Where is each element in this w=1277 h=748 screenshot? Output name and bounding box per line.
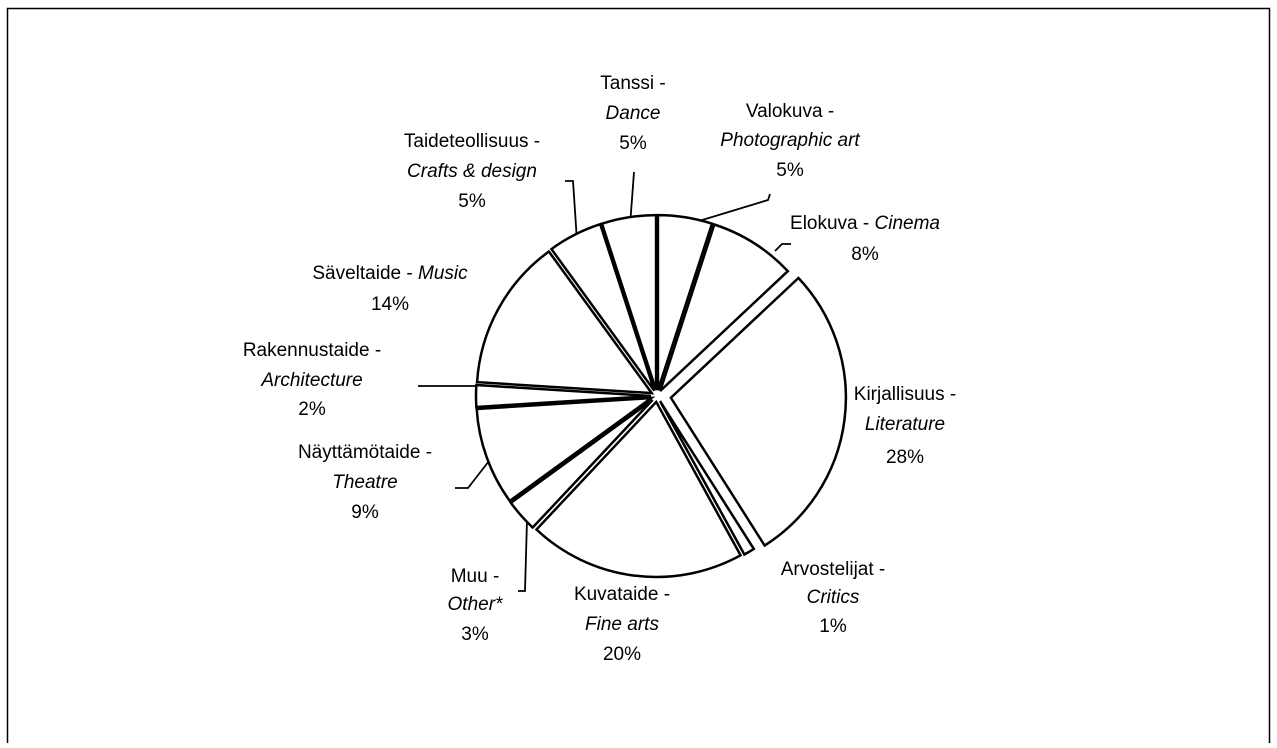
pie-slice	[658, 400, 756, 557]
label-native: Rakennustaide -	[243, 340, 381, 361]
frame	[6, 7, 1271, 748]
leader-line	[688, 193, 771, 225]
label-english: Other*	[448, 594, 504, 615]
leader-line	[774, 243, 791, 252]
value-label: 3%	[461, 624, 489, 645]
slice-label: Säveltaide - Music	[312, 263, 468, 284]
slice-label: Elokuva - Cinema	[790, 213, 940, 234]
label-english: Fine arts	[585, 614, 659, 635]
label-english: Dance	[606, 103, 661, 124]
pie-slice	[475, 249, 655, 395]
label-english: Architecture	[260, 370, 362, 391]
label-native: Kuvataide -	[574, 584, 670, 605]
label-english: Literature	[865, 414, 945, 435]
value-label: 5%	[776, 160, 804, 181]
pie-slice	[600, 213, 658, 391]
pie-slice	[659, 222, 790, 392]
pie-slice	[475, 396, 656, 503]
value-label: 5%	[619, 133, 647, 154]
label-native: Muu -	[451, 566, 500, 587]
label-native: Näyttämötaide -	[298, 442, 432, 463]
label-english: Critics	[807, 587, 860, 608]
pie-slice	[534, 399, 743, 579]
value-label: 5%	[458, 191, 486, 212]
pie-slice	[509, 398, 654, 530]
value-label: 14%	[371, 294, 409, 315]
leader-line	[565, 180, 578, 242]
pie-slice	[656, 213, 714, 391]
value-label: 20%	[603, 644, 641, 665]
value-label: 2%	[298, 399, 326, 420]
value-label: 28%	[886, 447, 924, 468]
label-native: Arvostelijat -	[781, 559, 886, 580]
label-english: Music	[418, 263, 468, 284]
label-native: Kirjallisuus -	[854, 384, 956, 405]
label-native: Säveltaide -	[312, 263, 412, 284]
label-english: Photographic art	[720, 130, 860, 151]
label-native: Taideteollisuus -	[404, 131, 540, 152]
label-english: Crafts & design	[407, 161, 537, 182]
leader-line	[455, 460, 490, 489]
label-native: Valokuva -	[746, 101, 834, 122]
label-english: Cinema	[875, 213, 940, 234]
pie-slice	[474, 383, 652, 409]
label-native: Tanssi -	[600, 73, 665, 94]
label-native: Elokuva -	[790, 213, 869, 234]
value-label: 9%	[351, 502, 379, 523]
label-english: Theatre	[332, 472, 397, 493]
leader-line	[418, 385, 480, 398]
value-label: 1%	[819, 616, 847, 637]
pie-slice	[549, 222, 656, 392]
value-label: 8%	[851, 244, 879, 265]
pie-slice	[669, 276, 848, 548]
